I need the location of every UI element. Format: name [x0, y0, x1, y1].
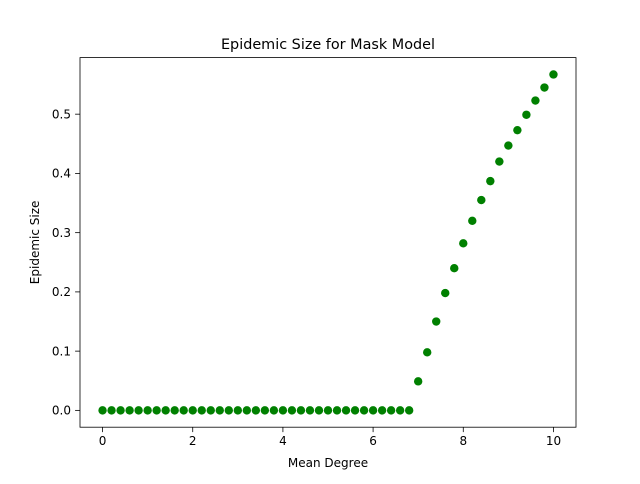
data-point — [468, 216, 477, 226]
y-tick-label: 0.1 — [52, 344, 71, 358]
data-point — [269, 406, 279, 415]
data-point — [540, 83, 549, 92]
data-point — [233, 406, 243, 415]
data-point — [386, 406, 396, 415]
data-point — [323, 406, 333, 415]
data-point — [161, 406, 170, 415]
data-point — [206, 406, 215, 415]
data-point — [98, 406, 107, 415]
data-point — [305, 406, 315, 415]
data-point — [513, 125, 522, 135]
plot-marks — [98, 70, 558, 415]
data-point — [107, 406, 116, 415]
data-point — [423, 348, 432, 357]
data-point — [395, 406, 405, 415]
y-tick-label: 0.4 — [52, 167, 71, 181]
data-point — [549, 70, 558, 79]
data-point — [224, 406, 233, 415]
y-axis-label: Epidemic Size — [28, 201, 42, 285]
data-point — [134, 406, 143, 415]
data-point — [125, 406, 134, 415]
data-point — [116, 406, 125, 415]
y-axis-ticks: 0.0 0.1 0.2 0.3 0.4 0.5 — [52, 107, 80, 418]
x-tick-label: 4 — [279, 434, 287, 448]
data-point — [170, 406, 179, 415]
y-tick-label: 0.5 — [52, 107, 71, 121]
y-tick-label: 0.0 — [52, 404, 71, 418]
data-point — [477, 195, 486, 205]
x-tick-label: 6 — [369, 434, 377, 448]
data-point — [332, 406, 342, 415]
data-point — [432, 317, 441, 326]
data-point — [486, 176, 495, 186]
data-point — [188, 406, 197, 415]
x-tick-label: 10 — [546, 434, 561, 448]
data-point — [441, 288, 450, 298]
data-point — [531, 96, 540, 105]
data-point — [504, 141, 513, 150]
data-point — [459, 239, 468, 248]
data-point — [152, 406, 161, 415]
chart-title: Epidemic Size for Mask Model — [221, 37, 435, 53]
data-point — [368, 406, 378, 415]
data-point — [260, 406, 270, 415]
data-point — [143, 406, 152, 415]
data-point — [197, 406, 206, 415]
data-point — [413, 377, 423, 386]
data-point — [404, 406, 414, 415]
x-tick-label: 8 — [459, 434, 467, 448]
data-point — [350, 406, 360, 415]
data-point — [179, 406, 188, 415]
y-tick-label: 0.2 — [52, 285, 71, 299]
data-point — [251, 406, 261, 415]
y-tick-label: 0.3 — [52, 226, 71, 240]
x-tick-label: 2 — [189, 434, 197, 448]
data-point — [495, 157, 504, 166]
data-point — [278, 406, 288, 415]
data-point — [359, 406, 369, 415]
data-point — [341, 406, 351, 415]
data-point — [450, 263, 459, 273]
x-axis-label: Mean Degree — [288, 456, 368, 470]
data-point — [296, 406, 306, 415]
x-tick-label: 0 — [99, 434, 107, 448]
plot-area-frame — [79, 57, 577, 428]
data-point — [522, 110, 531, 119]
data-point — [287, 406, 297, 415]
data-point — [314, 406, 324, 415]
data-point — [242, 406, 252, 415]
x-axis-ticks: 0 2 4 6 8 10 — [99, 427, 561, 448]
data-point — [215, 406, 224, 415]
data-point — [377, 406, 387, 415]
